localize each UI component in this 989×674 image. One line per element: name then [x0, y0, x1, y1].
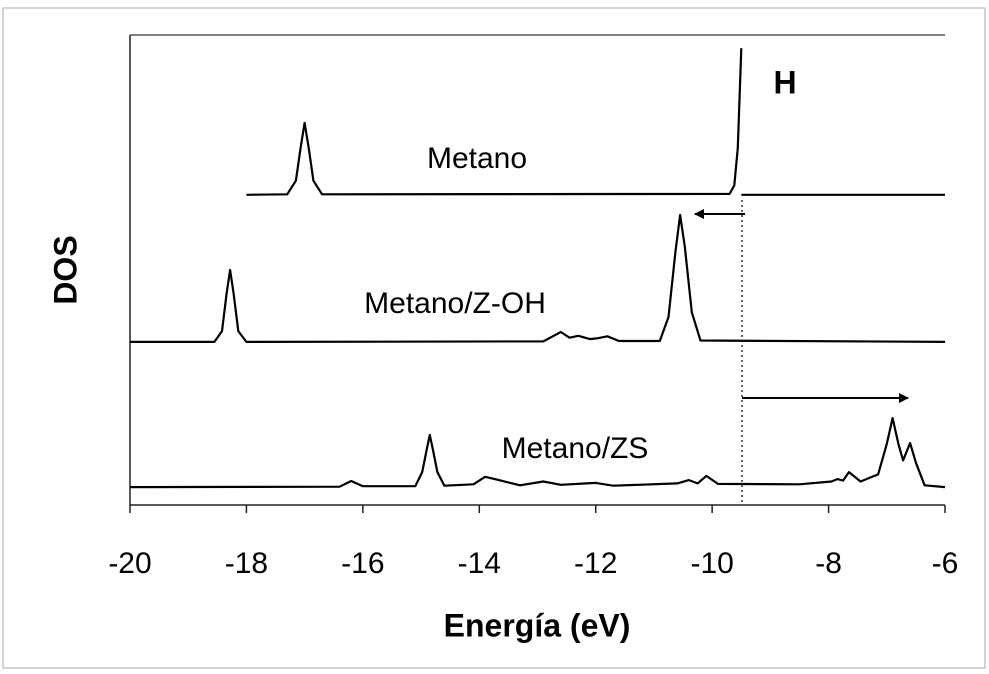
curve-label: Metano/ZS [502, 432, 649, 465]
dos-curve [129, 417, 946, 489]
x-tick-label: -10 [690, 547, 733, 580]
x-tick-label: -12 [574, 547, 617, 580]
x-tick-label: -16 [341, 547, 384, 580]
annotation: H [773, 64, 796, 100]
curve-label: Metano/Z-OH [364, 287, 546, 320]
x-tick-label: -18 [225, 547, 268, 580]
x-tick-label: -6 [932, 547, 959, 580]
curve-label: Metano [427, 142, 527, 175]
x-tick-label: -14 [458, 547, 501, 580]
figure-frame [2, 7, 986, 669]
x-axis-title: Energía (eV) [444, 607, 631, 643]
dos-curve [130, 213, 946, 343]
x-tick-label: -20 [108, 547, 151, 580]
y-axis-title: DOS [47, 235, 83, 304]
x-tick-label: -8 [815, 547, 842, 580]
dos-curve [246, 48, 945, 196]
